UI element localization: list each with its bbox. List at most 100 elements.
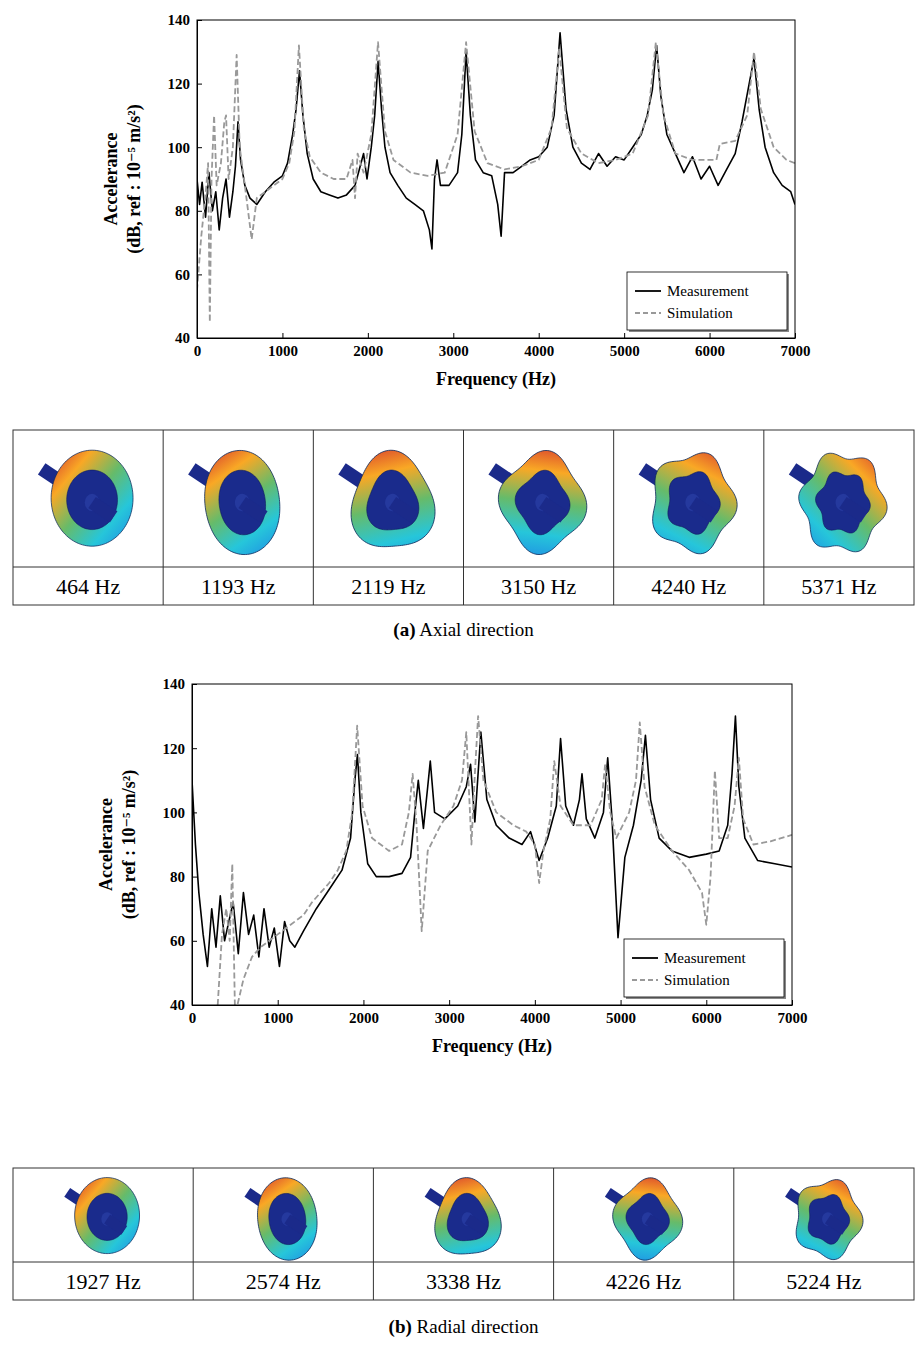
mode-shaft (107, 1219, 124, 1230)
legend-label: Simulation (664, 972, 730, 988)
mode-shape (42, 450, 133, 546)
y-tick-mark (197, 338, 202, 339)
x-tick-label: 5000 (606, 1010, 636, 1026)
mode-disk (337, 438, 452, 574)
mode-shape (637, 439, 748, 570)
table-border (13, 1168, 914, 1300)
caption: (a) Axial direction (393, 619, 534, 641)
x-tick: 4000 (520, 1000, 550, 1026)
y-tick-label: 60 (175, 267, 190, 283)
legend-label: Measurement (667, 283, 749, 299)
mode-shape (489, 439, 597, 566)
x-tick-mark (710, 333, 711, 338)
series-line (192, 716, 792, 966)
mode-frequency: 5371 Hz (801, 574, 876, 599)
y-tick: 80 (175, 203, 202, 219)
mode-frequency: 3150 Hz (501, 574, 576, 599)
x-tick: 3000 (439, 333, 469, 359)
legend: MeasurementSimulation (627, 272, 789, 332)
chart: 0100020003000400050006000700040608010012… (13, 12, 914, 641)
mode-shaft (543, 503, 565, 517)
y-axis-title: (dB, ref : 10⁻⁵ m/s²) (119, 770, 140, 919)
table-rule (193, 1168, 194, 1300)
mode-disk-inner (621, 1188, 674, 1250)
mode-shaft (843, 503, 865, 517)
y-tick-mark (197, 20, 202, 21)
x-tick-label: 7000 (778, 1010, 808, 1026)
mode-frequency: 2119 Hz (351, 574, 426, 599)
legend: Measurement Simulation (624, 939, 786, 999)
mode-table: 1927 Hz2574 Hz3338 Hz4226 Hz5224 Hz (13, 1168, 914, 1300)
y-tick-mark (197, 274, 202, 275)
mode-shaft (828, 1219, 845, 1230)
x-axis-line (193, 1005, 793, 1006)
x-tick-mark (535, 1000, 536, 1005)
x-tick-mark (282, 333, 283, 338)
y-tick: 100 (163, 805, 198, 821)
mode-disk (423, 1168, 514, 1276)
x-tick: 5000 (606, 1000, 636, 1026)
x-tick-mark (539, 333, 540, 338)
y-tick: 80 (170, 869, 197, 885)
mode-frequency: 1927 Hz (66, 1269, 141, 1294)
mode-frequency: 4226 Hz (606, 1269, 681, 1294)
mode-disk-inner (800, 1188, 855, 1252)
x-axis: 01000200030004000500060007000 (194, 333, 811, 359)
y-tick-label: 120 (168, 76, 191, 92)
x-tick-mark (278, 1000, 279, 1005)
mode-shaft (468, 1219, 485, 1230)
x-tick: 3000 (435, 1000, 465, 1026)
y-axis-line (192, 685, 193, 1006)
mode-shape (793, 448, 891, 558)
x-tick: 1000 (268, 333, 298, 359)
x-tick-label: 2000 (353, 343, 383, 359)
mode-disk-inner (814, 469, 873, 537)
mode-table: 464 Hz1193 Hz2119 Hz3150 Hz4240 Hz5371 H… (13, 430, 914, 605)
mode-shaft (392, 503, 414, 517)
mode-disk-inner (211, 464, 273, 541)
y-tick-mark (192, 812, 197, 813)
mode-shaft (287, 1219, 304, 1230)
mode-disk (247, 1170, 327, 1268)
table-rule (163, 430, 164, 605)
mode-disk-inner (263, 1189, 312, 1250)
x-tick: 7000 (781, 333, 811, 359)
y-tick-label: 40 (170, 997, 185, 1013)
mode-disk (796, 448, 891, 558)
x-tick-label: 1000 (263, 1010, 293, 1026)
mode-disk (783, 1169, 871, 1272)
y-tick-label: 60 (170, 933, 185, 949)
mode-disk (489, 439, 597, 566)
mode-frequency: 464 Hz (56, 574, 120, 599)
y-tick: 140 (163, 676, 198, 692)
plot-frame (197, 20, 795, 338)
caption-text: Axial direction (419, 619, 534, 640)
caption: (b) Radial direction (389, 1316, 539, 1338)
table-rule (613, 430, 614, 605)
table-rule (733, 1168, 734, 1300)
x-tick-label: 3000 (439, 343, 469, 359)
mode-disk (192, 440, 293, 564)
table-rule (313, 430, 314, 605)
mode-shaft (242, 503, 264, 517)
legend-label: Measurement (664, 950, 746, 966)
y-axis-title: Accelerance (101, 133, 121, 226)
y-tick-mark (192, 941, 197, 942)
legend-swatch (635, 312, 661, 314)
x-tick-mark (624, 333, 625, 338)
mode-frequency: 5224 Hz (786, 1269, 861, 1294)
legend-swatch (632, 979, 658, 981)
mode-shape (605, 1169, 690, 1269)
legend-swatch (632, 957, 658, 959)
series-line (218, 716, 792, 1005)
table-rule (553, 1168, 554, 1300)
x-tick-mark (368, 333, 369, 338)
x-tick-label: 4000 (524, 343, 554, 359)
table-rule (463, 430, 464, 605)
mode-disk-inner (87, 1193, 127, 1240)
y-tick-mark (192, 684, 197, 685)
mode-shaft (92, 503, 114, 517)
mode-disk (75, 1178, 140, 1254)
y-axis: 406080100120140 (163, 676, 198, 1013)
mode-frequency: 1193 Hz (201, 574, 276, 599)
